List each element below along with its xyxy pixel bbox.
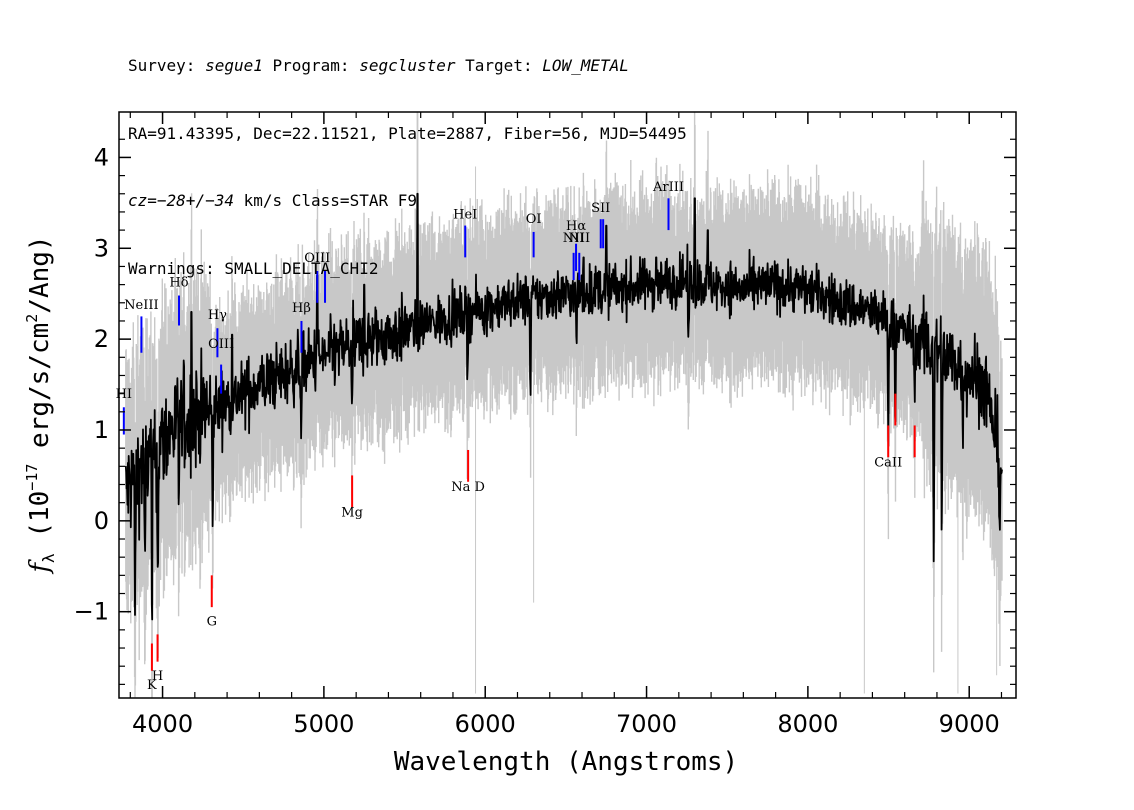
x-tick-label: 6000 [455, 710, 516, 738]
y-axis-title: fλ (10−17 erg/s/cm2/Ang) [23, 235, 58, 574]
x-tick-label: 4000 [132, 710, 193, 738]
program-value: segcluster [359, 56, 456, 75]
emission-line-label: SII [591, 201, 610, 216]
emission-line-label: ArIII [652, 180, 684, 195]
emission-line-label: Hγ [208, 308, 227, 323]
axis-ticks: 4000 5000 6000 7000 8000 9000 −1 0 1 2 3 4 [74, 112, 1016, 738]
flux-line [124, 192, 1003, 621]
emission-line-label: Hα [566, 219, 586, 234]
x-axis-title: Wavelength (Angstroms) [394, 747, 738, 777]
spectrum-header: Survey: segue1 Program: segcluster Targe… [128, 10, 687, 303]
x-tick-label: 5000 [293, 710, 354, 738]
absorption-line-label: H [152, 669, 163, 684]
emission-line-label: HeI [453, 207, 477, 222]
header-line-survey: Survey: segue1 Program: segcluster Targe… [128, 56, 629, 75]
absorption-line-label: CaII [874, 455, 902, 470]
emission-line-label: Hβ [292, 301, 311, 316]
x-tick-label: 9000 [939, 710, 1000, 738]
target-value: LOW_METAL [542, 56, 629, 75]
emission-line-label: OIII [208, 337, 234, 352]
emission-line-label: OI [526, 212, 542, 227]
emission-line-label: OIII [304, 251, 330, 266]
y-tick-label: 3 [94, 234, 109, 262]
y-tick-label: 0 [94, 507, 109, 535]
emission-line-label: Hδ [169, 275, 188, 290]
header-line-warnings: Warnings: SMALL_DELTA_CHI2 [128, 258, 379, 278]
plot-frame [118, 111, 1017, 699]
y-tick-label: 1 [94, 416, 109, 444]
header-line-redshift: cz=−28+/−34 km/s Class=STAR F9 [128, 191, 417, 210]
absorption-line-label: Na D [451, 480, 485, 495]
y-tick-label: 2 [94, 325, 109, 353]
emission-line-label: NII [568, 231, 590, 246]
absorption-line-label: G [207, 614, 217, 629]
y-tick-label: −1 [74, 598, 109, 626]
emission-line-label: NII [563, 231, 585, 246]
absorption-line-label: Mg [341, 505, 363, 520]
absorption-line-label: K [147, 678, 157, 693]
flux-series [124, 192, 1003, 621]
emission-line-label: HI [116, 387, 132, 402]
y-tick-label: 4 [94, 143, 109, 171]
emission-line-label: NeIII [124, 298, 158, 313]
survey-value: segue1 [205, 56, 263, 75]
x-tick-label: 7000 [616, 710, 677, 738]
header-line-coordinates: RA=91.43395, Dec=22.11521, Plate=2887, F… [128, 123, 687, 143]
x-tick-label: 8000 [777, 710, 838, 738]
